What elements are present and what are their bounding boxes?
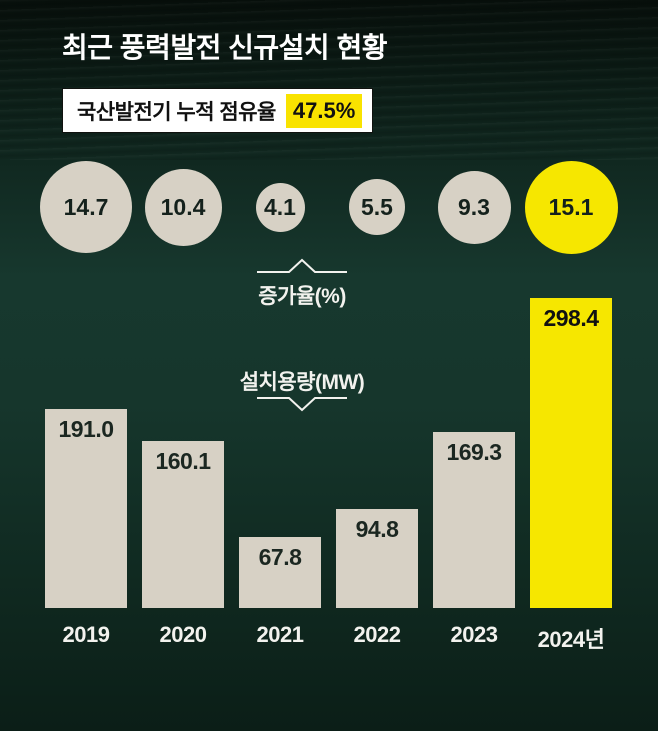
capacity-value: 160.1	[155, 448, 211, 474]
growth-circle-2019: 14.7	[40, 161, 132, 253]
capacity-axis-label: 설치용량(MW)	[239, 371, 365, 394]
x-label-2019: 2019	[62, 622, 110, 647]
capacity-value: 191.0	[58, 416, 114, 442]
growth-value: 10.4	[160, 193, 206, 220]
capacity-value: 67.8	[258, 544, 302, 570]
growth-value: 15.1	[548, 193, 594, 220]
growth-value: 14.7	[63, 193, 109, 220]
badge-label: 국산발전기 누적 점유율	[77, 100, 276, 124]
page-title: 최근 풍력발전 신규설치 현황	[62, 32, 387, 63]
capacity-value: 169.3	[446, 439, 502, 465]
x-label-2022: 2022	[353, 622, 401, 647]
growth-circle-2024년: 15.1	[524, 160, 618, 254]
caret-up-icon	[257, 258, 347, 274]
growth-circle-2020: 10.4	[144, 168, 222, 246]
growth-circle-2021: 4.1	[255, 182, 305, 232]
x-label-2020: 2020	[159, 622, 207, 647]
x-label-2021: 2021	[256, 622, 304, 647]
badge-value: 47.5%	[285, 93, 363, 128]
capacity-value: 94.8	[355, 516, 399, 542]
x-label-2023: 2023	[450, 622, 498, 647]
caret-down-icon	[257, 396, 347, 412]
capacity-bar-2021: 67.8	[239, 537, 321, 608]
growth-value: 4.1	[264, 193, 296, 220]
growth-axis-label: 증가율(%)	[258, 285, 346, 308]
capacity-bar-2023: 169.3	[433, 432, 515, 608]
capacity-bar-2020: 160.1	[142, 441, 224, 608]
growth-value: 5.5	[361, 193, 393, 220]
capacity-bar-2022: 94.8	[336, 509, 418, 608]
growth-value: 9.3	[458, 193, 490, 220]
capacity-bar-2019: 191.0	[45, 409, 127, 608]
growth-circle-2022: 5.5	[349, 179, 405, 235]
capacity-value: 298.4	[543, 305, 599, 331]
x-label-2024년: 2024년	[537, 627, 605, 652]
growth-circle-2023: 9.3	[437, 170, 511, 244]
cumulative-share-badge: 국산발전기 누적 점유율 47.5%	[62, 88, 374, 133]
capacity-bar-2024년: 298.4	[530, 298, 612, 608]
